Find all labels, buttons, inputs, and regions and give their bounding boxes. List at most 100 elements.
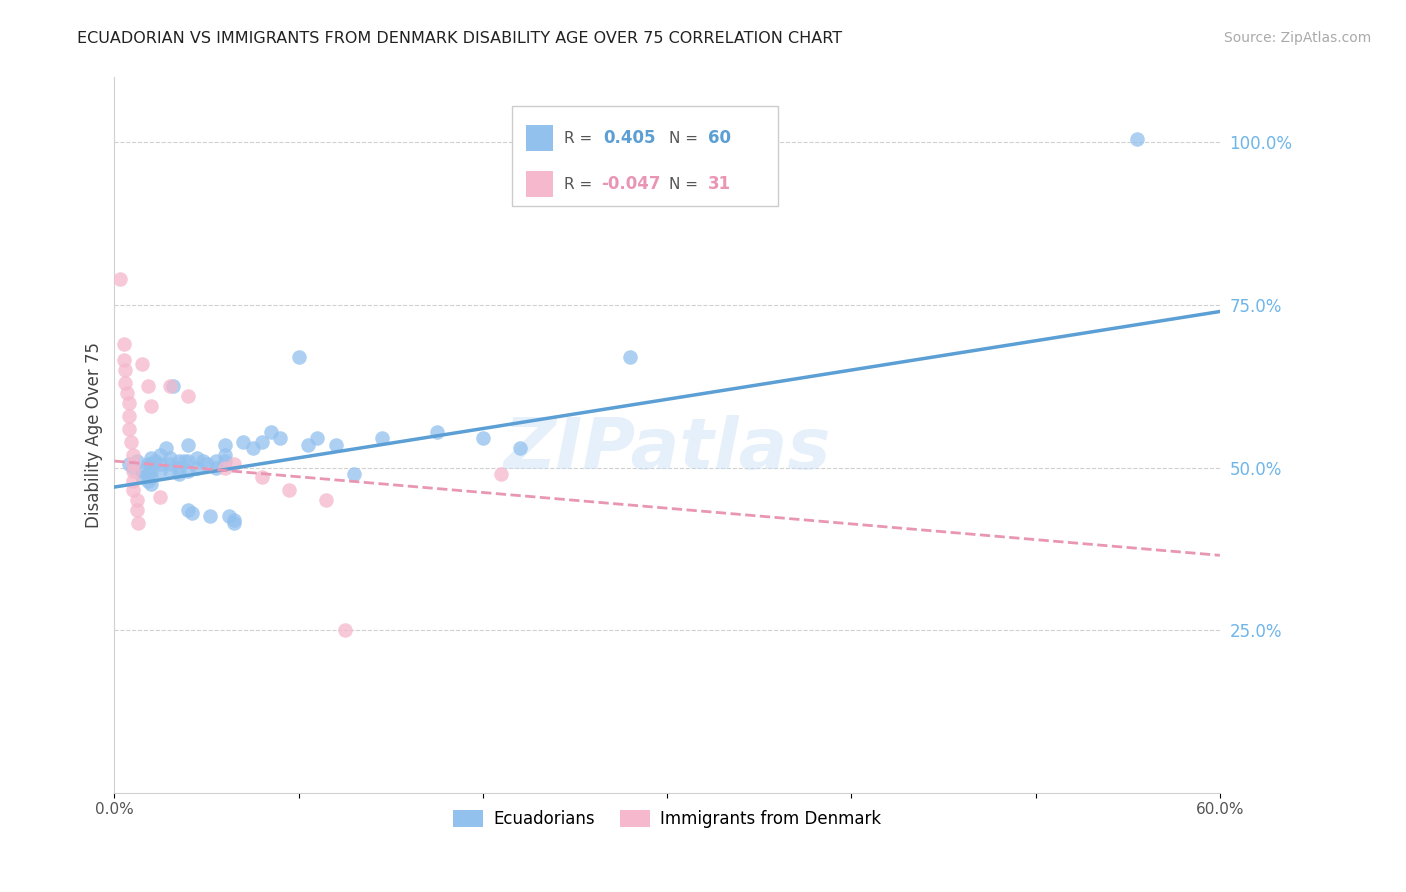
Text: ECUADORIAN VS IMMIGRANTS FROM DENMARK DISABILITY AGE OVER 75 CORRELATION CHART: ECUADORIAN VS IMMIGRANTS FROM DENMARK DI… bbox=[77, 31, 842, 46]
Point bbox=[141, 450, 163, 465]
Point bbox=[177, 389, 200, 403]
Text: N =: N = bbox=[669, 130, 703, 145]
Point bbox=[120, 434, 142, 449]
Point bbox=[471, 431, 494, 445]
Point bbox=[118, 421, 141, 435]
Point bbox=[149, 458, 172, 472]
Point bbox=[619, 350, 641, 364]
Point bbox=[287, 350, 309, 364]
Text: 31: 31 bbox=[709, 175, 731, 194]
Point bbox=[159, 379, 181, 393]
Point bbox=[200, 509, 222, 524]
Point bbox=[143, 454, 166, 468]
Point bbox=[214, 454, 236, 468]
Point bbox=[125, 503, 148, 517]
Point bbox=[370, 431, 392, 445]
Point bbox=[269, 431, 291, 445]
Point bbox=[141, 464, 163, 478]
Point bbox=[141, 399, 163, 413]
Point bbox=[118, 458, 141, 472]
Point bbox=[149, 464, 172, 478]
Point bbox=[186, 460, 208, 475]
Point bbox=[141, 470, 163, 484]
Point bbox=[242, 441, 264, 455]
FancyBboxPatch shape bbox=[526, 171, 554, 197]
Text: N =: N = bbox=[669, 177, 703, 192]
Point bbox=[121, 458, 143, 472]
Point bbox=[136, 379, 159, 393]
Point bbox=[162, 379, 184, 393]
Point bbox=[204, 460, 226, 475]
Point bbox=[108, 272, 131, 286]
Point bbox=[297, 438, 319, 452]
Point bbox=[114, 376, 136, 390]
Point bbox=[195, 458, 218, 472]
Point bbox=[114, 363, 136, 377]
Point bbox=[136, 467, 159, 481]
Point bbox=[127, 516, 149, 530]
Point bbox=[250, 470, 273, 484]
Point bbox=[1126, 132, 1149, 146]
Point bbox=[121, 460, 143, 475]
Point bbox=[214, 460, 236, 475]
Text: -0.047: -0.047 bbox=[600, 175, 661, 194]
Point bbox=[491, 467, 513, 481]
Point bbox=[159, 450, 181, 465]
Point bbox=[173, 454, 195, 468]
Point bbox=[121, 464, 143, 478]
Point bbox=[159, 458, 181, 472]
Text: 0.405: 0.405 bbox=[603, 129, 655, 147]
Point bbox=[131, 357, 153, 371]
Point bbox=[343, 467, 366, 481]
Text: R =: R = bbox=[564, 130, 598, 145]
Y-axis label: Disability Age Over 75: Disability Age Over 75 bbox=[86, 342, 103, 528]
Point bbox=[118, 395, 141, 409]
Point bbox=[167, 467, 190, 481]
Point bbox=[214, 448, 236, 462]
Point bbox=[125, 454, 148, 468]
Point bbox=[232, 434, 254, 449]
Point bbox=[149, 448, 172, 462]
Point bbox=[191, 454, 214, 468]
Point bbox=[333, 623, 356, 637]
FancyBboxPatch shape bbox=[512, 106, 778, 206]
Text: 60: 60 bbox=[709, 129, 731, 147]
Text: ZIPatlas: ZIPatlas bbox=[503, 415, 831, 483]
Point bbox=[224, 458, 246, 472]
Point bbox=[121, 483, 143, 498]
Point bbox=[177, 464, 200, 478]
Point bbox=[250, 434, 273, 449]
Point bbox=[224, 512, 246, 526]
Point bbox=[121, 474, 143, 488]
Point bbox=[177, 454, 200, 468]
Point bbox=[167, 454, 190, 468]
Point bbox=[118, 409, 141, 423]
Point bbox=[186, 450, 208, 465]
Point bbox=[141, 476, 163, 491]
Point bbox=[112, 337, 135, 351]
Point bbox=[218, 509, 240, 524]
Point bbox=[121, 448, 143, 462]
Point bbox=[315, 493, 337, 508]
Point bbox=[325, 438, 347, 452]
Text: R =: R = bbox=[564, 177, 598, 192]
Point bbox=[177, 503, 200, 517]
Point bbox=[278, 483, 301, 498]
Point bbox=[167, 460, 190, 475]
Point bbox=[117, 385, 139, 400]
Point bbox=[204, 454, 226, 468]
Point bbox=[125, 493, 148, 508]
Point bbox=[141, 458, 163, 472]
Point bbox=[180, 506, 202, 520]
Point bbox=[426, 425, 449, 439]
Point bbox=[136, 474, 159, 488]
Point bbox=[159, 464, 181, 478]
Point bbox=[136, 458, 159, 472]
Point bbox=[509, 441, 531, 455]
Point bbox=[155, 441, 177, 455]
Point bbox=[224, 516, 246, 530]
Point bbox=[149, 490, 172, 504]
Point bbox=[131, 464, 153, 478]
Point bbox=[260, 425, 283, 439]
Point bbox=[112, 353, 135, 368]
